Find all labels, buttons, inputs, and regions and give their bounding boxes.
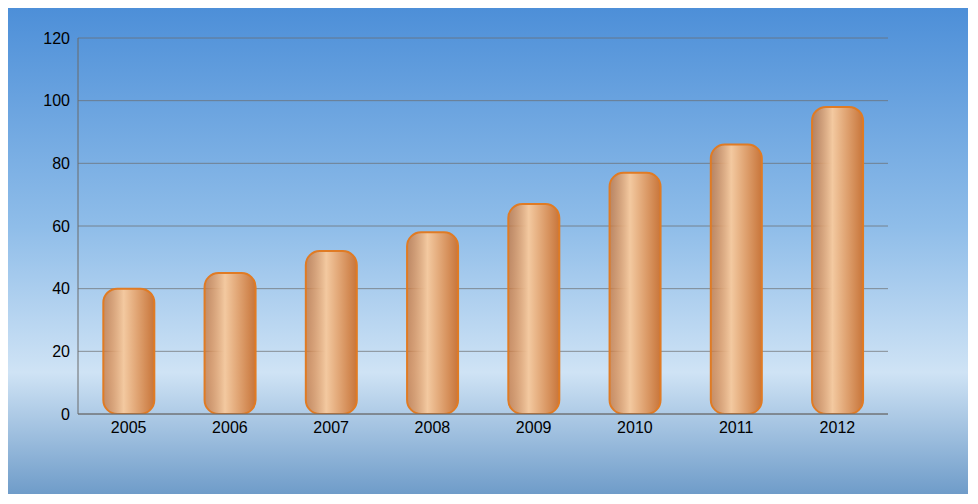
svg-text:80: 80 (52, 155, 70, 172)
svg-text:2007: 2007 (313, 419, 349, 436)
svg-text:2009: 2009 (516, 419, 552, 436)
svg-text:2006: 2006 (212, 419, 248, 436)
svg-text:40: 40 (52, 280, 70, 297)
svg-text:2010: 2010 (617, 419, 653, 436)
svg-text:2012: 2012 (820, 419, 856, 436)
svg-text:2005: 2005 (111, 419, 147, 436)
svg-text:0: 0 (61, 406, 70, 423)
svg-text:100: 100 (43, 92, 70, 109)
svg-text:20: 20 (52, 343, 70, 360)
svg-text:2011: 2011 (719, 419, 754, 436)
svg-text:120: 120 (43, 30, 70, 47)
svg-text:60: 60 (52, 218, 70, 235)
svg-text:2008: 2008 (415, 419, 451, 436)
